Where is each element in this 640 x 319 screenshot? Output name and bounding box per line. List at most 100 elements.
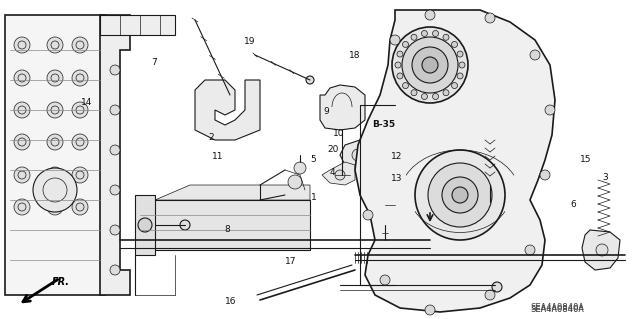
Circle shape [226,91,234,99]
Text: SEA4A0840A: SEA4A0840A [530,306,584,315]
Text: 10: 10 [333,130,345,138]
Polygon shape [355,10,555,312]
Circle shape [72,102,88,118]
Circle shape [422,31,428,36]
Circle shape [180,220,190,230]
Circle shape [110,145,120,155]
Circle shape [72,37,88,53]
Circle shape [288,175,302,189]
Circle shape [596,244,608,256]
Circle shape [525,245,535,255]
Circle shape [402,37,458,93]
Circle shape [14,37,30,53]
Circle shape [411,90,417,96]
Circle shape [72,167,88,183]
Polygon shape [320,85,365,130]
Circle shape [422,57,438,73]
Circle shape [294,162,306,174]
Circle shape [452,187,468,203]
Circle shape [451,83,458,89]
Text: FR.: FR. [52,277,70,287]
Circle shape [47,134,63,150]
Circle shape [110,105,120,115]
Circle shape [47,167,63,183]
Circle shape [545,105,555,115]
Text: 20: 20 [327,145,339,154]
Circle shape [433,31,438,36]
Circle shape [392,27,468,103]
Circle shape [540,170,550,180]
Text: 3: 3 [602,173,607,182]
Circle shape [395,62,401,68]
Circle shape [403,83,408,89]
Circle shape [443,34,449,40]
Circle shape [397,51,403,57]
Polygon shape [340,140,370,170]
Polygon shape [5,15,105,295]
Circle shape [482,202,498,218]
Circle shape [14,102,30,118]
Text: 14: 14 [81,98,92,107]
Circle shape [415,150,505,240]
Circle shape [363,210,373,220]
Circle shape [14,167,30,183]
Text: 8: 8 [225,225,230,234]
Circle shape [397,73,403,79]
Circle shape [380,220,390,230]
Circle shape [47,70,63,86]
Circle shape [459,62,465,68]
Circle shape [485,290,495,300]
Circle shape [425,239,435,249]
Text: 11: 11 [212,152,223,161]
Circle shape [457,51,463,57]
Polygon shape [140,200,310,250]
Circle shape [110,65,120,75]
Text: 9: 9 [324,107,329,116]
Polygon shape [135,195,155,255]
Circle shape [390,35,400,45]
Circle shape [485,13,495,23]
Text: 16: 16 [225,297,236,306]
Circle shape [433,93,438,100]
Text: B-35: B-35 [372,120,396,129]
Polygon shape [322,162,355,185]
Circle shape [492,282,502,292]
Circle shape [422,93,428,100]
Circle shape [382,157,392,167]
Circle shape [428,163,492,227]
Polygon shape [195,80,260,140]
Circle shape [457,73,463,79]
Circle shape [425,10,435,20]
Circle shape [530,50,540,60]
Circle shape [443,90,449,96]
Circle shape [383,188,397,202]
Circle shape [442,177,478,213]
Text: 19: 19 [244,37,255,46]
Text: 18: 18 [349,51,361,60]
Text: 4: 4 [330,168,335,177]
Circle shape [110,25,120,35]
Circle shape [451,41,458,48]
Polygon shape [155,185,310,200]
Text: SEA4A0840A: SEA4A0840A [530,303,584,313]
Circle shape [110,265,120,275]
Circle shape [33,168,77,212]
Polygon shape [582,230,620,270]
Circle shape [403,41,408,48]
Polygon shape [100,15,175,35]
Circle shape [72,134,88,150]
Text: 13: 13 [391,174,403,183]
Text: 6: 6 [570,200,575,209]
Circle shape [72,199,88,215]
Circle shape [47,102,63,118]
Polygon shape [368,148,400,175]
Circle shape [352,149,364,161]
Circle shape [47,199,63,215]
Circle shape [72,70,88,86]
Circle shape [14,70,30,86]
Circle shape [14,134,30,150]
Circle shape [110,185,120,195]
Text: 12: 12 [391,152,403,161]
Circle shape [380,275,390,285]
Circle shape [47,37,63,53]
